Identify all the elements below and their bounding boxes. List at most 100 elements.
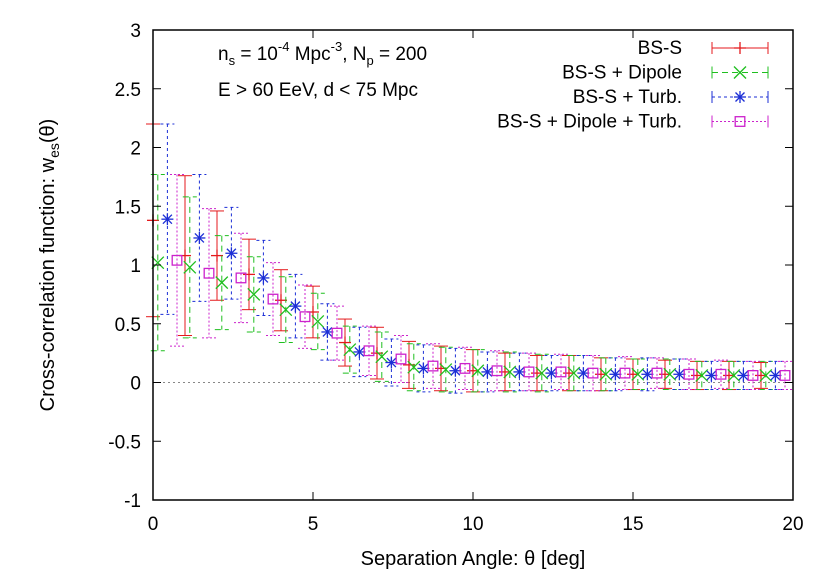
- legend-label: BS-S: [638, 38, 682, 59]
- data-point: [192, 174, 207, 302]
- x-tick-label: 0: [148, 514, 159, 535]
- star-marker-b: [354, 346, 365, 357]
- data-point: [234, 232, 248, 324]
- y-tick-label: 3: [130, 21, 141, 42]
- cross-marker-b: [471, 364, 485, 378]
- square-marker: [203, 267, 215, 279]
- data-point: [266, 262, 280, 336]
- star-marker-b: [322, 327, 333, 337]
- data-point: [512, 352, 527, 392]
- data-point: [288, 273, 303, 339]
- series-2: [150, 174, 773, 393]
- data-point: [394, 335, 408, 383]
- star-marker-b: [194, 233, 205, 243]
- y-tick-label: 1.5: [115, 197, 141, 218]
- star-marker-b: [610, 369, 621, 380]
- square-marker: [587, 367, 599, 379]
- data-point: [246, 256, 261, 333]
- square-marker: [683, 368, 695, 380]
- data-point: [330, 305, 344, 361]
- cross-marker-b: [663, 367, 677, 381]
- data-point: [630, 358, 645, 391]
- cross-marker-b: [375, 350, 389, 364]
- cross-marker-b: [727, 368, 741, 382]
- data-point: [182, 196, 197, 339]
- x-axis-label: Separation Angle: θ [deg]: [361, 548, 586, 570]
- ticks-layer: 0 5 10 15 20 -1 -0.5 0 0.5 1 1.5 2 2.5 3: [108, 21, 803, 535]
- cross-marker-b: [599, 367, 613, 381]
- square-marker: [235, 272, 247, 284]
- cross-marker-b: [733, 66, 747, 79]
- star-marker-b: [514, 366, 525, 377]
- data-point: [374, 331, 389, 382]
- data-point: [406, 343, 421, 392]
- star-marker-b: [482, 366, 493, 377]
- data-point: [298, 284, 312, 349]
- star-marker-b: [258, 272, 269, 283]
- series-layer: [146, 123, 792, 394]
- data-point: [480, 351, 495, 393]
- data-point: [224, 206, 239, 300]
- star-marker-b: [578, 368, 589, 379]
- data-point: [714, 359, 728, 389]
- star-marker-b: [162, 214, 173, 225]
- data-point: [736, 360, 751, 391]
- data-point: [662, 358, 677, 391]
- star-marker-b: [226, 248, 237, 259]
- cross-marker-b: [247, 287, 261, 301]
- cross-marker-b: [407, 360, 421, 374]
- data-point: [416, 344, 431, 393]
- cross-marker-b: [215, 276, 229, 290]
- data-point: [768, 360, 783, 391]
- cross-marker-b: [439, 363, 453, 377]
- square-marker: [555, 366, 567, 378]
- data-point: [170, 174, 184, 347]
- legend-item-3: BS-S + Turb.: [573, 87, 769, 108]
- legend-item-4: BS-S + Dipole + Turb.: [497, 112, 769, 133]
- square-marker: [715, 368, 727, 380]
- cross-marker-b: [311, 314, 325, 328]
- cross-marker-b: [183, 260, 197, 274]
- data-point: [522, 352, 536, 392]
- series-1: [146, 123, 768, 393]
- data-point: [544, 354, 559, 392]
- star-marker-b: [706, 370, 717, 381]
- square-marker: [363, 345, 375, 357]
- data-point: [402, 340, 416, 389]
- data-point: [746, 360, 760, 391]
- data-point: [618, 356, 632, 391]
- legend: BS-S BS-S + Dipole BS-S + Turb. BS-S + Dipo…: [497, 38, 769, 133]
- star-marker-b: [418, 363, 429, 374]
- data-point: [490, 350, 504, 392]
- data-point: [778, 360, 792, 391]
- data-point: [438, 346, 453, 393]
- data-point: [352, 326, 367, 378]
- star-marker-b: [674, 369, 685, 380]
- data-point: [426, 343, 440, 389]
- series-3: [160, 123, 783, 394]
- data-point: [534, 353, 549, 393]
- legend-label: BS-S + Dipole + Turb.: [497, 112, 682, 133]
- y-tick-label: 2.5: [115, 80, 141, 101]
- series-4: [170, 174, 792, 392]
- data-point: [672, 358, 687, 391]
- data-point: [704, 360, 719, 391]
- data-point: [576, 354, 591, 392]
- plot-area: 0 5 10 15 20 -1 -0.5 0 0.5 1 1.5 2 2.5 3: [108, 21, 803, 535]
- data-point: [214, 235, 229, 331]
- y-tick-label: 0: [130, 374, 141, 395]
- annotation-line-1: ns = 10-4 Mpc-3, Np = 200: [218, 39, 427, 68]
- data-point: [640, 357, 655, 392]
- square-marker: [427, 360, 439, 372]
- annotation: ns = 10-4 Mpc-3, Np = 200 E > 60 EeV, d …: [218, 39, 427, 101]
- data-point: [448, 347, 463, 394]
- cross-marker-b: [343, 343, 357, 357]
- square-marker: [619, 367, 631, 379]
- data-point: [256, 239, 271, 317]
- data-point: [274, 269, 288, 332]
- data-point: [242, 238, 256, 311]
- data-point: [554, 353, 568, 391]
- data-point: [586, 354, 600, 392]
- star-marker-b: [290, 301, 301, 312]
